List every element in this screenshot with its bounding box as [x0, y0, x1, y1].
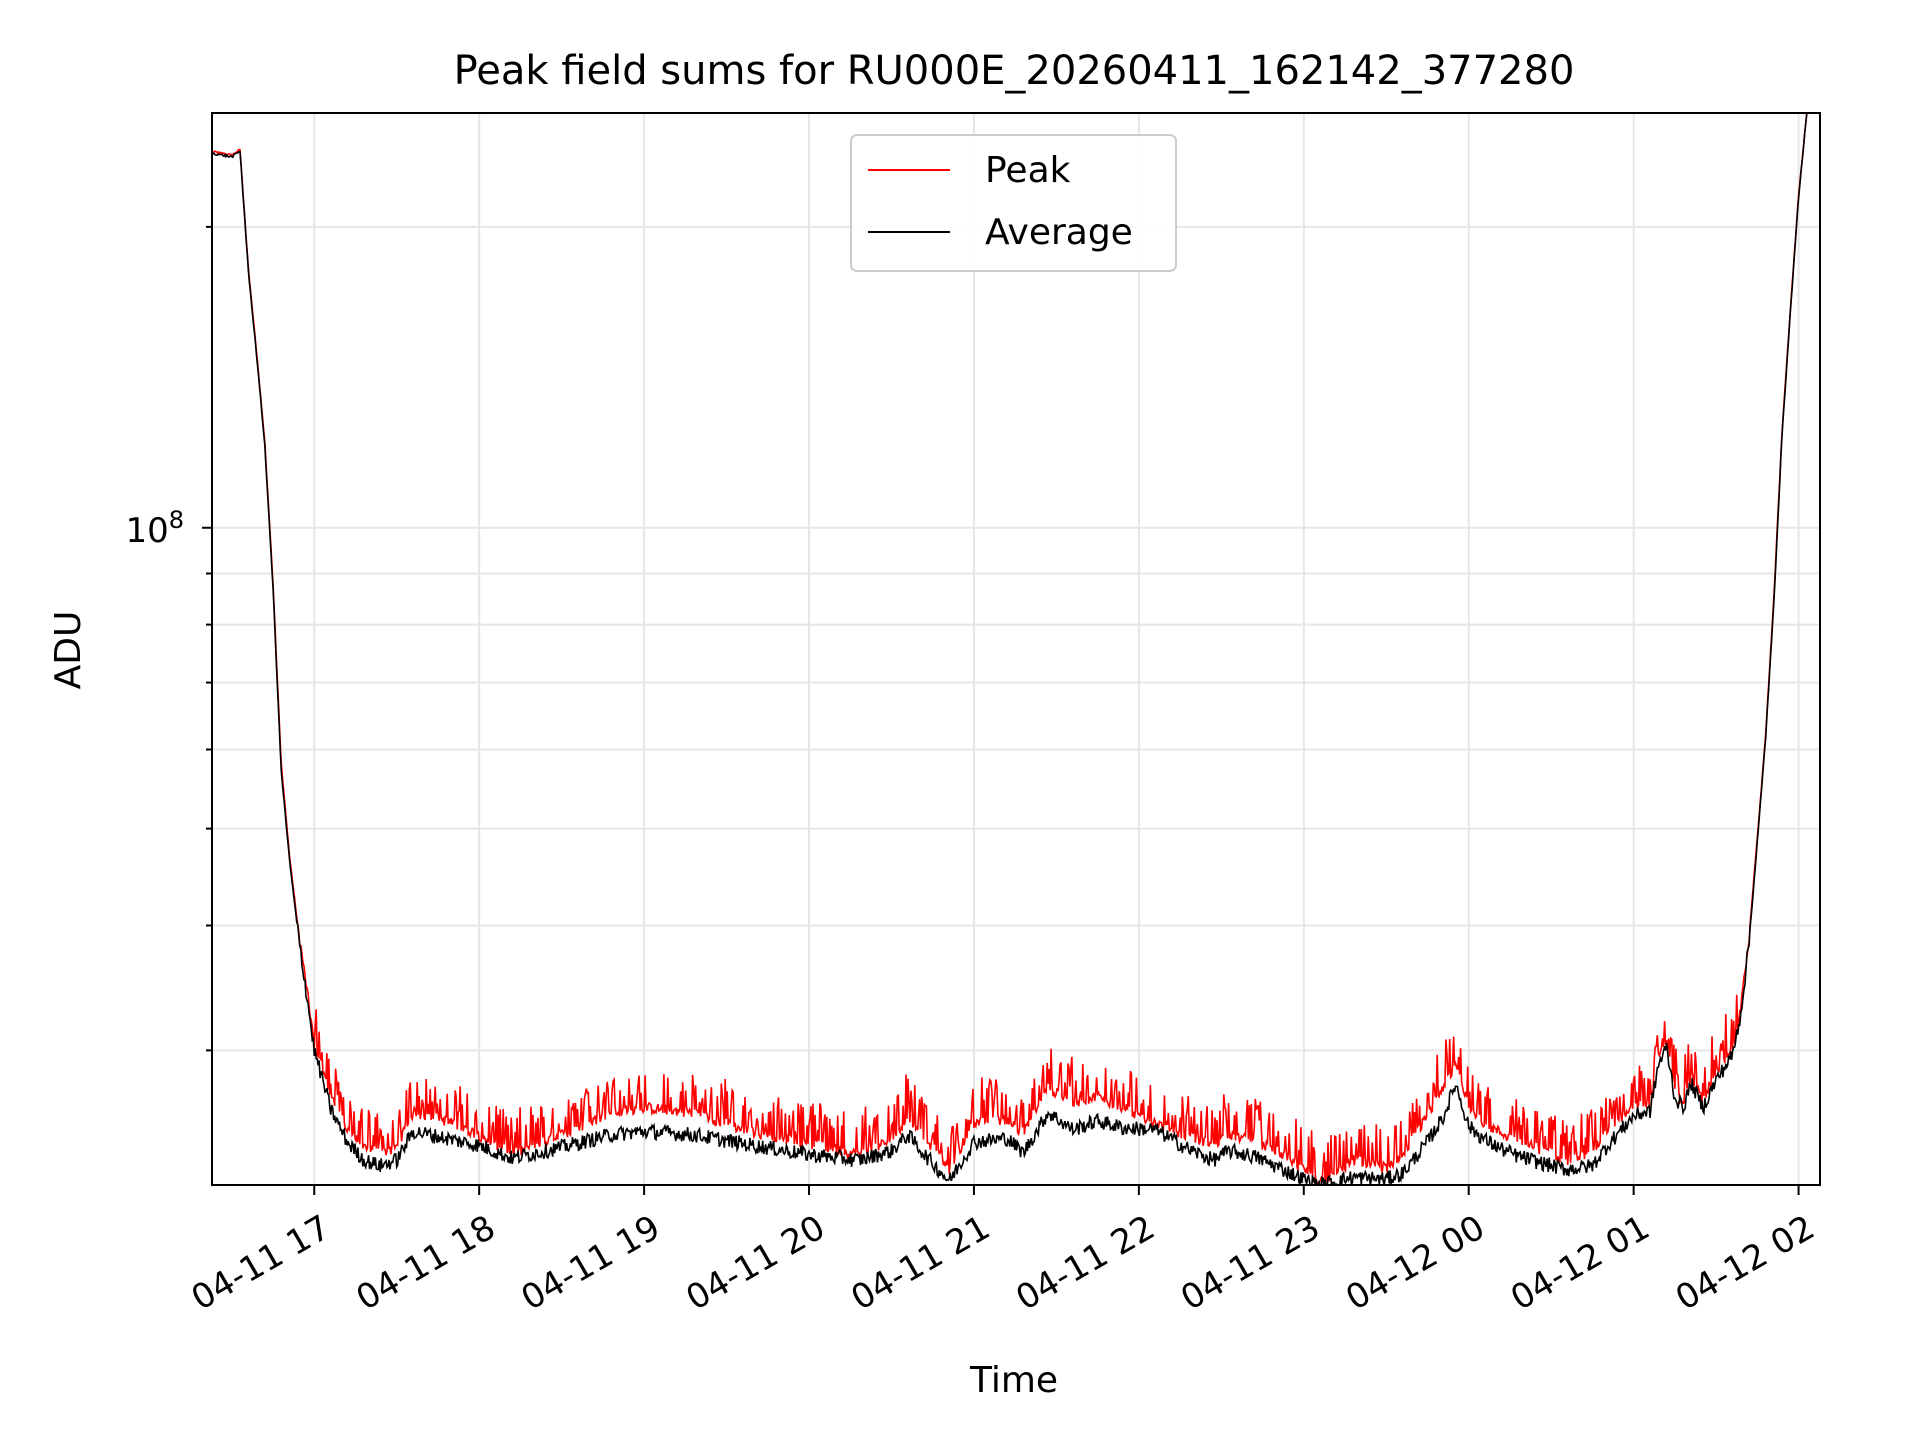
- series-line-average: [212, 113, 1808, 1185]
- axes-frame: [211, 112, 1821, 1186]
- grid: [212, 113, 1820, 1185]
- y-tick-label-base: 10: [125, 511, 168, 551]
- y-tick-label-exponent: 8: [169, 506, 184, 534]
- legend-label-average: Average: [985, 212, 1133, 253]
- series-layer: [212, 113, 1808, 1185]
- plot-area: [212, 113, 1820, 1185]
- series-line-peak: [212, 113, 1808, 1185]
- x-axis-label: Time: [969, 1360, 1058, 1401]
- chart-title: Peak field sums for RU000E_20260411_1621…: [454, 48, 1575, 94]
- y-axis-label: ADU: [48, 611, 89, 690]
- y-tick-label: 108: [125, 506, 184, 551]
- legend-label-peak: Peak: [985, 150, 1071, 191]
- legend: Peak Average: [850, 134, 1177, 272]
